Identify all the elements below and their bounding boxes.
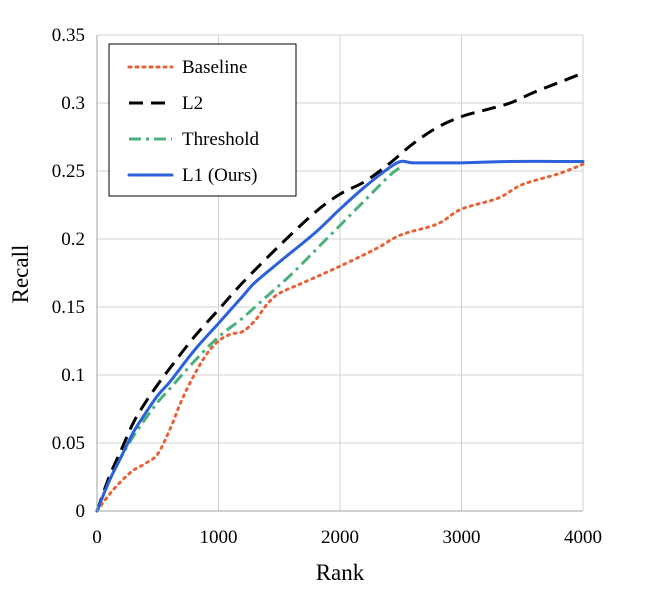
series-line-threshold	[95, 165, 402, 512]
x-tick-label: 4000	[564, 527, 602, 548]
x-tick-label: 0	[92, 527, 102, 548]
y-tick-label: 0.35	[52, 25, 85, 46]
legend-label-baseline: Baseline	[182, 57, 247, 78]
y-tick-label: 0.1	[61, 365, 85, 386]
series-lines	[95, 71, 585, 513]
x-tick-label: 1000	[200, 527, 238, 548]
y-axis-title: Recall	[8, 245, 33, 304]
series-line-l1-ours	[95, 159, 585, 513]
x-tick-label: 2000	[321, 527, 359, 548]
axes: 0 1000 2000 3000 4000 0 0.05 0.1 0.15 0.2 0.25 0.3 0…	[52, 25, 602, 548]
x-axis-title: Rank	[316, 560, 365, 585]
legend-label-l1-ours: L1 (Ours)	[182, 165, 257, 186]
y-tick-label: 0.25	[52, 161, 85, 182]
legend-label-l2: L2	[182, 93, 203, 114]
y-tick-label: 0.3	[61, 93, 85, 114]
x-tick-label: 3000	[443, 527, 481, 548]
y-tick-label: 0.2	[61, 229, 85, 250]
legend: Baseline L2 Threshold L1 (Ours)	[108, 43, 297, 197]
y-tick-label: 0.05	[52, 433, 85, 454]
y-tick-label: 0.15	[52, 297, 85, 318]
legend-label-threshold: Threshold	[182, 129, 260, 150]
series-line-baseline	[95, 162, 585, 513]
y-tick-label: 0	[76, 501, 86, 522]
legend-box	[108, 43, 297, 197]
series-line-l2	[95, 71, 584, 512]
